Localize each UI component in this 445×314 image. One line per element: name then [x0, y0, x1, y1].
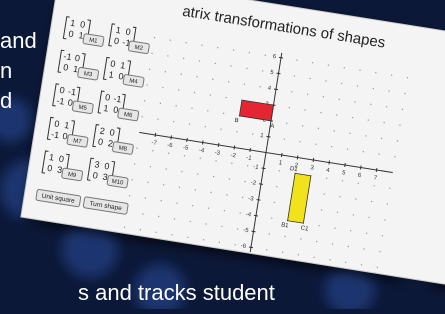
x-tick	[376, 168, 377, 172]
x-tick	[250, 148, 251, 152]
y-tick	[277, 73, 281, 74]
matrix-entry: -1	[56, 96, 65, 107]
matrix-entry: -1	[67, 86, 76, 97]
y-tick	[252, 231, 256, 232]
x-tick	[234, 145, 235, 149]
y-tick	[259, 184, 263, 185]
x-tick	[155, 133, 156, 137]
page: and n d s and tracks student atrix trans…	[0, 0, 445, 309]
slide-footer: s and tracks student	[78, 280, 275, 305]
y-tick	[249, 247, 253, 248]
x-tick	[218, 143, 219, 147]
screen: and n d s and tracks student atrix trans…	[0, 0, 445, 309]
x-tick	[313, 158, 314, 162]
x-tick	[187, 138, 188, 142]
x-tick	[297, 156, 298, 160]
slide-line: n	[0, 58, 12, 83]
matrix-entry: -1	[113, 93, 122, 104]
y-tick	[279, 57, 283, 58]
x-tick	[202, 140, 203, 144]
matrix-entry: -1	[63, 51, 72, 62]
y-tick	[257, 200, 261, 201]
y-tick	[262, 168, 266, 169]
matrix-entry: -1	[50, 129, 59, 140]
x-tick	[171, 135, 172, 139]
y-tick	[267, 136, 271, 137]
x-tick	[329, 161, 330, 165]
y-tick	[274, 89, 278, 90]
x-tick	[345, 163, 346, 167]
slide-line: and	[0, 28, 37, 53]
y-tick	[254, 215, 258, 216]
x-tick	[360, 166, 361, 170]
x-tick	[281, 153, 282, 157]
slide-line: d	[0, 88, 12, 113]
